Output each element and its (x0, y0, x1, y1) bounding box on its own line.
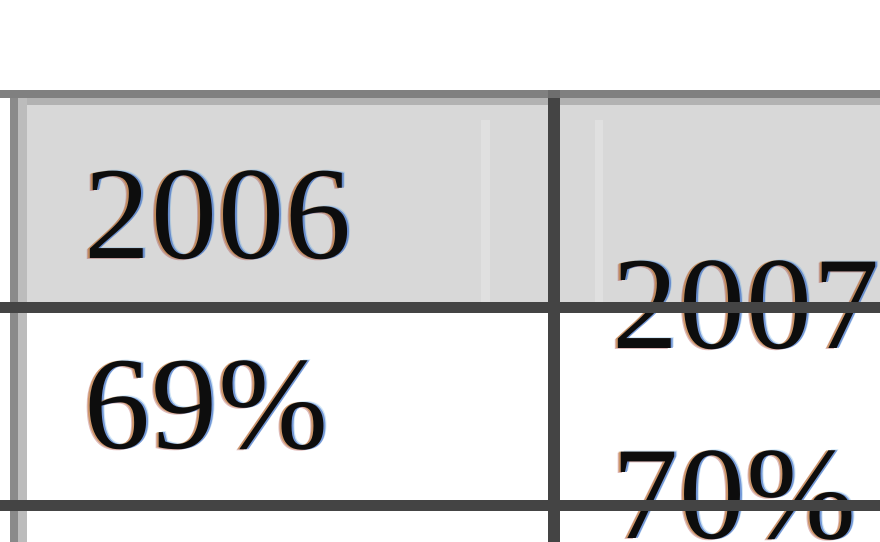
page-left-whitespace (0, 90, 10, 542)
table-left-border-inner (18, 98, 27, 542)
page-top-whitespace (0, 0, 880, 90)
data-cell-2006-percentage: 69% (84, 330, 329, 477)
table-body-row-background (27, 313, 880, 501)
row-divider (0, 500, 880, 511)
data-cell-2007-percentage: 70% (612, 420, 857, 542)
table-top-border (0, 90, 880, 98)
table-next-row-background (27, 511, 880, 542)
table-top-border-inner (27, 98, 880, 105)
header-body-divider (0, 302, 880, 313)
header-seam-artifact-left (481, 120, 490, 302)
table-header-background (27, 105, 880, 302)
header-seam-artifact-right (595, 120, 603, 302)
right-column-clip-region: 2007 70% (560, 90, 880, 542)
header-cell-2006: 2006 (84, 140, 352, 287)
table-left-border (10, 98, 18, 542)
column-divider-cap (548, 90, 560, 98)
column-divider (548, 98, 560, 542)
